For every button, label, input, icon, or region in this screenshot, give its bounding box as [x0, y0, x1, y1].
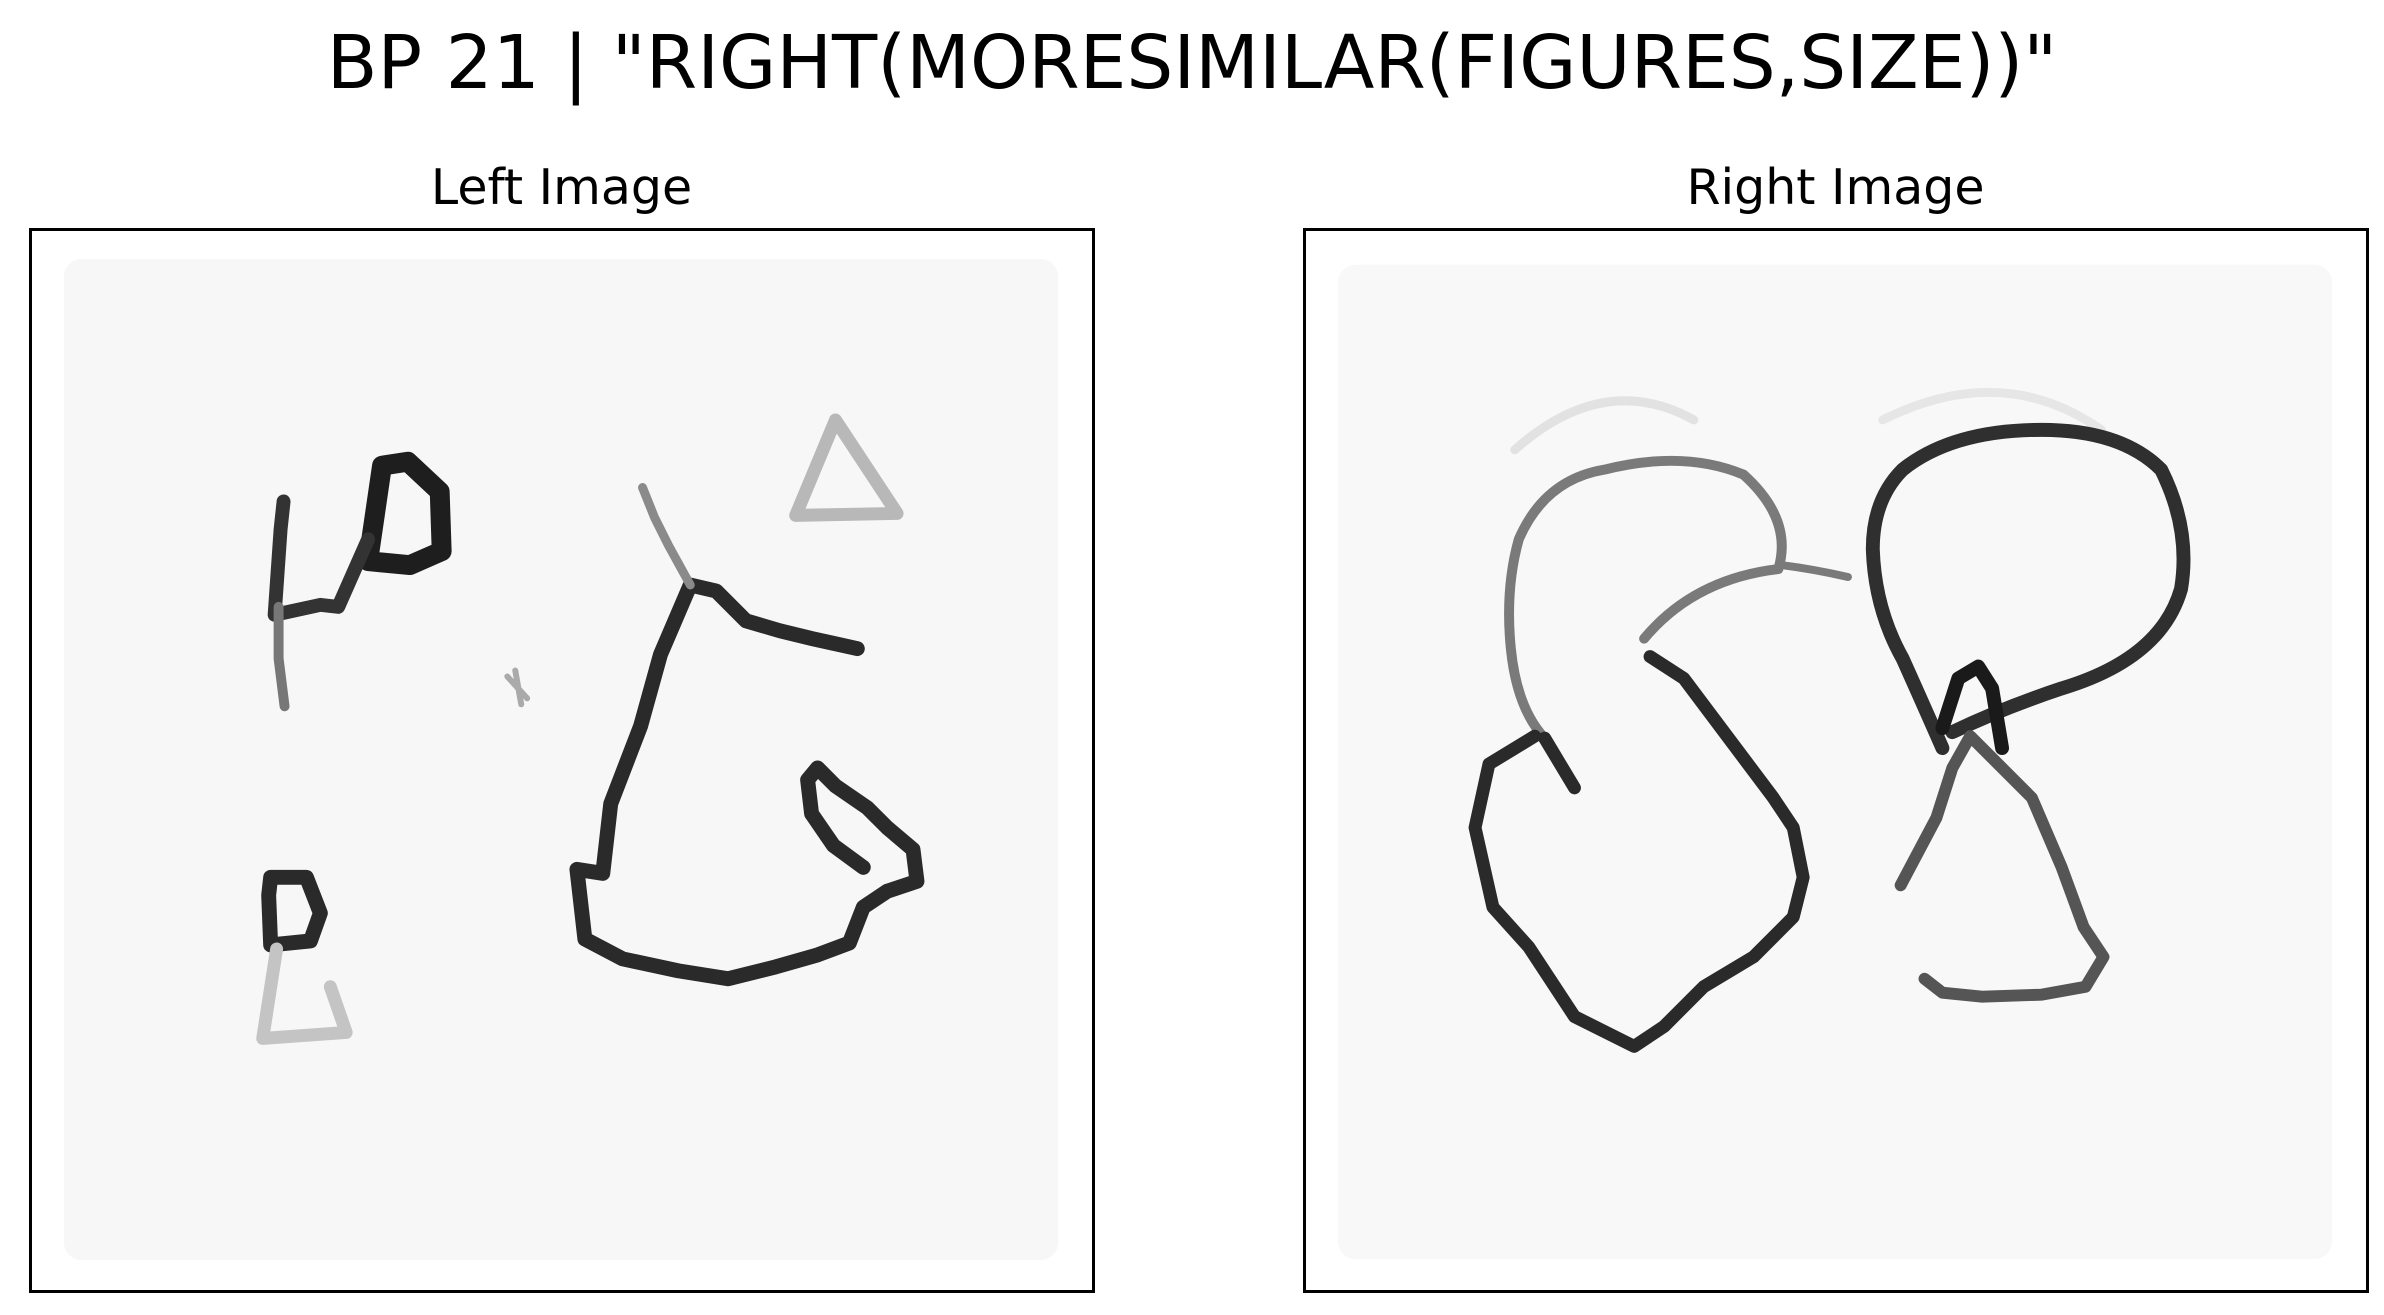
left-image-background — [63, 258, 1059, 1261]
right-image-background — [1337, 264, 2333, 1260]
faint-arc-right — [1878, 387, 2106, 435]
faint-arc-left — [1510, 396, 1699, 455]
lower-triangle-dark-spine — [1935, 659, 2010, 756]
right-image-drawing — [1337, 264, 2333, 1260]
tiny-mark — [504, 667, 531, 708]
right-image-panel — [1303, 228, 2369, 1293]
light-triangle-top-right — [789, 413, 904, 522]
small-dark-stem-figure — [267, 494, 376, 622]
right-circle-figure — [1865, 422, 2191, 756]
large-triangle-top-spur — [638, 483, 695, 590]
right-panel-title: Right Image — [1686, 159, 1985, 216]
s-shape-figure — [1468, 650, 1810, 1053]
lower-triangle-figure — [1894, 730, 2110, 1003]
left-circle-figure — [1504, 455, 1787, 744]
left-panel-title: Left Image — [430, 159, 693, 216]
small-dark-triangle-figure — [358, 451, 452, 576]
circle-bridge — [1777, 561, 1852, 582]
large-triangle-figure — [569, 577, 925, 987]
small-dark-stem-tail — [273, 601, 290, 712]
figure-title: BP 21 | "RIGHT(MORESIMILAR(FIGURES,SIZE)… — [326, 20, 2058, 106]
light-triangle-bottom-left — [256, 942, 353, 1045]
small-d-figure — [261, 869, 328, 953]
left-image-panel — [29, 228, 1095, 1293]
left-image-drawing — [63, 258, 1059, 1261]
